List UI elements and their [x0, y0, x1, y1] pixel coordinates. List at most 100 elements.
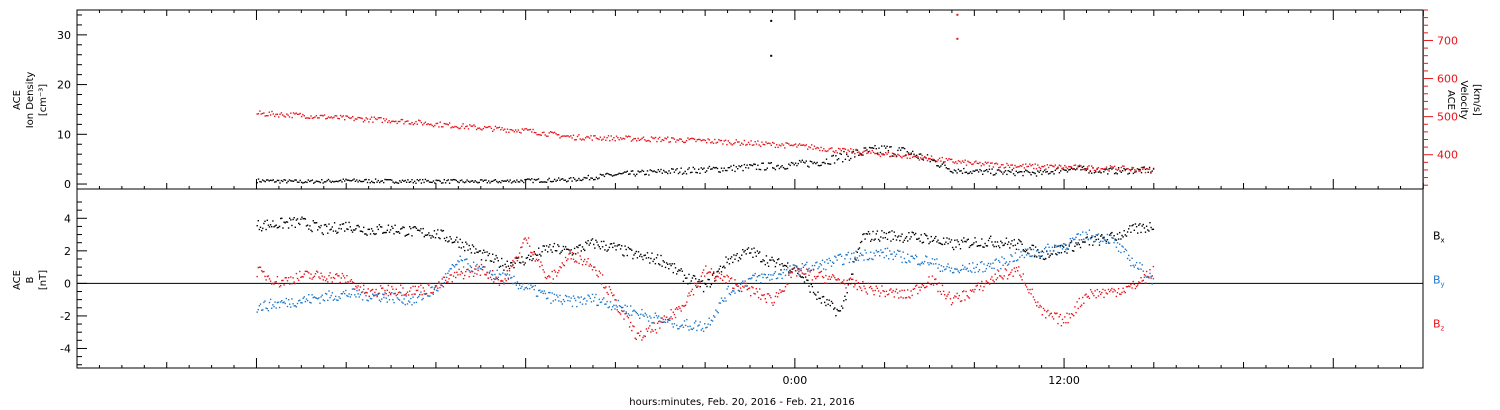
b-undefined-series-point [993, 267, 995, 270]
b-undefined-series-point [1082, 241, 1084, 243]
b-undefined-series-point [660, 317, 662, 319]
b-undefined-series-point [305, 298, 308, 300]
ion-density-series-point [481, 179, 483, 181]
b-undefined-series-point [1139, 262, 1141, 264]
b-undefined-series-point [826, 259, 828, 261]
ion-density-series-point [279, 182, 281, 184]
velocity-series-point [660, 140, 662, 143]
b-undefined-series-point [493, 261, 495, 263]
velocity-series-point [774, 146, 777, 149]
b-undefined-series-point [815, 277, 817, 280]
b-undefined-series-point [849, 277, 852, 279]
ion-density-series-point [988, 168, 991, 170]
b-undefined-series-point [1094, 240, 1096, 243]
ion-density-series-point [957, 168, 960, 171]
b-undefined-series-point [1027, 252, 1029, 254]
b-undefined-series-point [737, 260, 740, 262]
b-undefined-series-point [902, 251, 904, 253]
ion-density-series-point [693, 168, 696, 170]
b-undefined-series-point [849, 258, 852, 260]
ion-density-series-point [377, 179, 379, 182]
b-undefined-series-point [580, 250, 582, 252]
b-undefined-series-point [613, 242, 615, 244]
b-undefined-series-point [1078, 243, 1080, 246]
b-undefined-series-point [901, 261, 903, 264]
ion-density-series-point [502, 180, 505, 182]
velocity-series-point [1132, 167, 1135, 169]
b-undefined-series-point [1014, 252, 1017, 254]
velocity-series-point [727, 140, 729, 142]
velocity-series-point [920, 157, 922, 159]
velocity-series-point [664, 137, 666, 139]
top-left-tick-label: 20 [57, 79, 71, 92]
b-undefined-series-point [571, 254, 574, 256]
b-undefined-series-point [716, 275, 718, 277]
b-undefined-series-point [687, 295, 689, 297]
b-undefined-series-point [844, 283, 846, 285]
b-undefined-series-point [1010, 254, 1012, 256]
b-undefined-series-point [893, 231, 895, 233]
b-undefined-series-point [375, 288, 377, 291]
b-undefined-series-point [525, 257, 528, 259]
b-undefined-series-point [784, 286, 787, 288]
b-undefined-series-point [746, 288, 748, 291]
ion-density-series-point [474, 180, 476, 182]
velocity-series-point [1018, 166, 1020, 168]
b-undefined-series-point [271, 307, 273, 309]
b-undefined-series-point [957, 241, 959, 243]
velocity-series-point [903, 155, 906, 157]
ion-density-series [256, 19, 1155, 184]
b-undefined-series-point [308, 272, 310, 274]
velocity-series-point [307, 117, 309, 119]
b-undefined-series [256, 216, 1155, 317]
velocity-series-point [354, 118, 357, 120]
b-undefined-series-point [668, 319, 670, 321]
b-undefined-series-point [258, 266, 261, 268]
b-undefined-series-point [1093, 294, 1095, 297]
b-undefined-series-point [962, 264, 964, 267]
b-undefined-series-point [529, 287, 531, 290]
b-undefined-series-point [442, 229, 445, 232]
b-undefined-series-point [973, 291, 975, 293]
b-undefined-series-point [488, 272, 491, 274]
b-undefined-series-point [614, 299, 616, 301]
ion-density-series-point [601, 174, 603, 176]
ion-density-series-point [558, 177, 560, 179]
velocity-series-point [769, 142, 771, 145]
b-undefined-series-point [1047, 243, 1049, 245]
velocity-series-point [376, 118, 378, 121]
b-undefined-series-point [563, 264, 566, 267]
velocity-series-point [272, 113, 274, 115]
ion-density-series-point [463, 181, 466, 184]
ion-density-series-point [508, 181, 510, 183]
ion-density-series-point [450, 179, 452, 181]
b-undefined-series-point [268, 278, 271, 280]
b-undefined-series-point [698, 279, 700, 281]
b-undefined-series-point [587, 240, 589, 242]
velocity-series-point [754, 141, 756, 143]
ion-density-series-point [1041, 173, 1043, 176]
ion-density-series-point [816, 161, 818, 164]
velocity-series-point [479, 128, 482, 130]
b-undefined-series-point [402, 226, 404, 228]
ion-density-series-point [588, 179, 591, 181]
velocity-series-point [942, 161, 945, 163]
b-undefined-series-point [728, 263, 731, 265]
velocity-series-point [494, 125, 497, 128]
b-undefined-series-point [710, 319, 713, 321]
ion-density-series-point [867, 151, 869, 153]
b-undefined-series-point [434, 237, 437, 239]
ion-density-series-point [529, 179, 532, 181]
ion-density-series-point [964, 171, 966, 174]
ion-density-series-point [552, 180, 554, 183]
b-undefined-series-point [879, 295, 881, 297]
b-undefined-series-point [911, 231, 913, 233]
b-undefined-series-point [746, 248, 748, 250]
b-undefined-series-point [451, 241, 453, 244]
ion-density-series-point [1021, 171, 1023, 173]
b-undefined-series-point [391, 292, 393, 294]
velocity-series-point [726, 144, 728, 146]
b-undefined-series-point [692, 327, 695, 329]
b-undefined-series-point [389, 293, 392, 296]
b-undefined-series-point [661, 317, 663, 319]
